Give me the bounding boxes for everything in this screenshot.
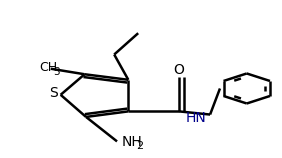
Text: HN: HN <box>186 112 207 125</box>
Text: S: S <box>49 86 58 100</box>
Text: 3: 3 <box>53 67 60 77</box>
Text: 2: 2 <box>136 141 143 151</box>
Text: CH: CH <box>39 61 58 74</box>
Text: O: O <box>173 63 184 76</box>
Text: NH: NH <box>121 135 142 149</box>
